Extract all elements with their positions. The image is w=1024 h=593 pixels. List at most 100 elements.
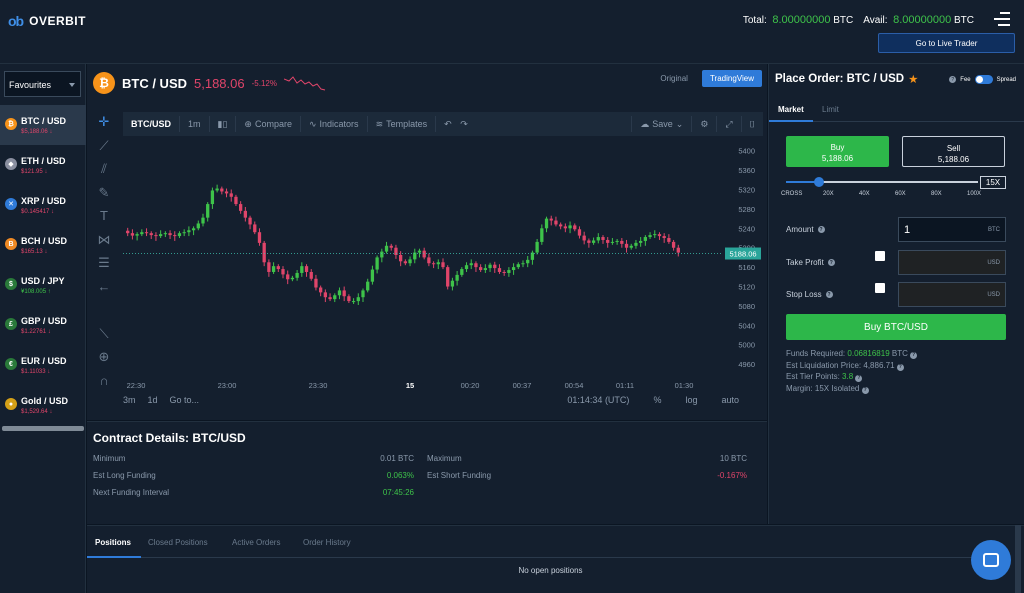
help-icon[interactable]: ? <box>817 226 825 233</box>
minimum-label: Minimum <box>93 454 126 463</box>
y-tick-label: 5120 <box>738 283 755 292</box>
prediction-icon[interactable]: ☰ <box>98 255 110 270</box>
view-tradingview-button[interactable]: TradingView <box>701 70 762 87</box>
coin-icon: ● <box>5 398 17 410</box>
page-scrollbar[interactable] <box>1015 525 1021 593</box>
leverage-tick-label[interactable]: 20X <box>823 191 834 197</box>
market-item[interactable]: ● Gold / USD $1,529.64 ↓ <box>0 385 86 425</box>
buy-side-button[interactable]: Buy 5,188.06 <box>786 136 889 167</box>
view-original-button[interactable]: Original <box>660 74 688 83</box>
take-profit-input[interactable]: USD <box>898 250 1006 275</box>
compare-button[interactable]: ⊕ Compare <box>235 116 300 132</box>
positions-tab[interactable]: Order History <box>303 538 351 547</box>
candle-body <box>662 236 666 239</box>
market-item[interactable]: B BCH / USD $165.13 ↓ <box>0 225 86 265</box>
market-price-value: $1.11033 <box>21 369 46 375</box>
fullscreen-icon: ⤢ <box>725 118 733 129</box>
tab-limit[interactable]: Limit <box>822 105 839 114</box>
favourites-select[interactable]: Favourites <box>4 71 81 97</box>
interval-button[interactable]: 1m <box>179 116 209 132</box>
chart-symbol[interactable]: BTC/USD <box>131 119 171 129</box>
help-icon[interactable]: ? <box>910 352 918 360</box>
brush-icon[interactable]: ✎ <box>98 184 110 200</box>
fib-tool-icon[interactable]: ⫽ <box>101 161 107 176</box>
range-1d-button[interactable]: 1d <box>147 395 158 405</box>
price-chart[interactable]: 5400536053205280524052005160512050805040… <box>123 137 763 393</box>
crosshair-icon[interactable]: ✛ <box>98 114 110 129</box>
go-to-live-trader-button[interactable]: Go to Live Trader <box>878 33 1015 53</box>
leverage-tick-label[interactable]: 100X <box>967 191 982 197</box>
log-scale-button[interactable]: log <box>685 395 698 405</box>
range-3m-button[interactable]: 3m <box>123 395 136 405</box>
help-icon[interactable]: ? <box>827 259 835 266</box>
text-tool-icon[interactable]: T <box>100 208 108 223</box>
templates-button[interactable]: ≋ Templates <box>366 116 436 132</box>
candle-body <box>544 218 549 229</box>
save-button[interactable]: ☁ Save ⌄ <box>631 116 691 132</box>
leverage-tick-label[interactable]: 80X <box>931 191 942 197</box>
help-icon[interactable]: ? <box>861 386 869 394</box>
candle-body <box>441 262 445 268</box>
y-tick-label: 5080 <box>738 302 755 311</box>
candle-style-button[interactable]: ▮▯ <box>208 116 236 132</box>
indicators-button[interactable]: ∿ Indicators <box>299 116 367 132</box>
sidebar-scrollbar[interactable] <box>2 426 84 431</box>
market-item[interactable]: £ GBP / USD $1.22761 ↓ <box>0 305 86 345</box>
market-price: $1,529.64 ↓ <box>21 409 86 415</box>
submit-buy-button[interactable]: Buy BTC/USD <box>786 314 1006 340</box>
percent-scale-button[interactable]: % <box>653 395 662 405</box>
market-item[interactable]: $ USD / JPY ¥108.005 ↑ <box>0 265 86 305</box>
leverage-tick-label[interactable]: 40X <box>859 191 870 197</box>
pattern-icon[interactable]: ⋈ <box>97 231 111 247</box>
zoom-icon[interactable]: ⊕ <box>98 349 110 364</box>
candle-body <box>126 230 130 234</box>
trend-line-icon[interactable]: ⟋ <box>99 137 109 153</box>
candle-body <box>516 264 520 268</box>
undo-button[interactable]: ↶ ↷ <box>435 116 476 132</box>
goto-button[interactable]: Go to... <box>169 395 200 405</box>
candle-body <box>168 233 172 236</box>
leverage-slider-handle[interactable] <box>814 177 824 187</box>
help-icon[interactable]: ? <box>855 375 863 383</box>
sell-side-button[interactable]: Sell 5,188.06 <box>902 136 1005 167</box>
overbit-logo[interactable]: ob OVERBIT <box>8 13 86 29</box>
fullscreen-button[interactable]: ⤢ <box>716 116 740 132</box>
avail-unit: BTC <box>954 15 974 26</box>
leverage-tick-label[interactable]: CROSS <box>781 191 803 197</box>
fee-spread-toggle[interactable]: ? Fee Spread <box>949 75 1016 84</box>
favourite-star-icon[interactable]: ★ <box>908 74 919 86</box>
screenshot-button[interactable]: ⌷ <box>740 116 763 132</box>
market-price: $1.22761 ↓ <box>21 329 86 335</box>
market-item[interactable]: ◆ ETH / USD $121.95 ↓ <box>0 145 86 185</box>
leverage-tick-label[interactable]: 60X <box>895 191 906 197</box>
magnet-icon[interactable]: ∩ <box>99 372 109 388</box>
help-icon[interactable]: ? <box>896 363 904 371</box>
positions-tab[interactable]: Positions <box>95 538 132 547</box>
market-item[interactable]: ✕ XRP / USD $0.145417 ↓ <box>0 185 86 225</box>
arrow-left-icon[interactable]: ← <box>97 278 111 294</box>
chat-support-button[interactable] <box>971 540 1011 580</box>
market-item[interactable]: ₿ BTC / USD $5,188.06 ↓ <box>0 105 86 145</box>
auto-scale-button[interactable]: auto <box>721 395 739 405</box>
amount-input[interactable]: 1 BTC <box>898 217 1006 242</box>
take-profit-checkbox[interactable] <box>875 251 885 261</box>
toggle-switch[interactable] <box>974 75 993 84</box>
active-tab-indicator <box>87 556 141 558</box>
candle-body <box>351 301 356 303</box>
positions-tab[interactable]: Closed Positions <box>148 538 208 547</box>
stop-loss-input[interactable]: USD <box>898 282 1006 307</box>
settings-button[interactable]: ⚙ <box>691 116 716 132</box>
help-icon[interactable]: ? <box>825 291 833 298</box>
ruler-icon[interactable]: ⟍ <box>99 325 109 341</box>
candle-body <box>177 233 182 237</box>
leverage-slider-track[interactable] <box>786 181 978 183</box>
market-item[interactable]: € EUR / USD $1.11033 ↓ <box>0 345 86 385</box>
stop-loss-checkbox[interactable] <box>875 283 885 293</box>
pair-name: BTC / USD <box>122 75 187 91</box>
leverage-value[interactable]: 15X <box>980 176 1006 189</box>
hamburger-menu-icon[interactable] <box>994 12 1010 26</box>
candle-body <box>563 226 567 229</box>
positions-tab[interactable]: Active Orders <box>232 538 281 547</box>
camera-icon: ⌷ <box>749 118 755 129</box>
tab-market[interactable]: Market <box>778 105 804 114</box>
